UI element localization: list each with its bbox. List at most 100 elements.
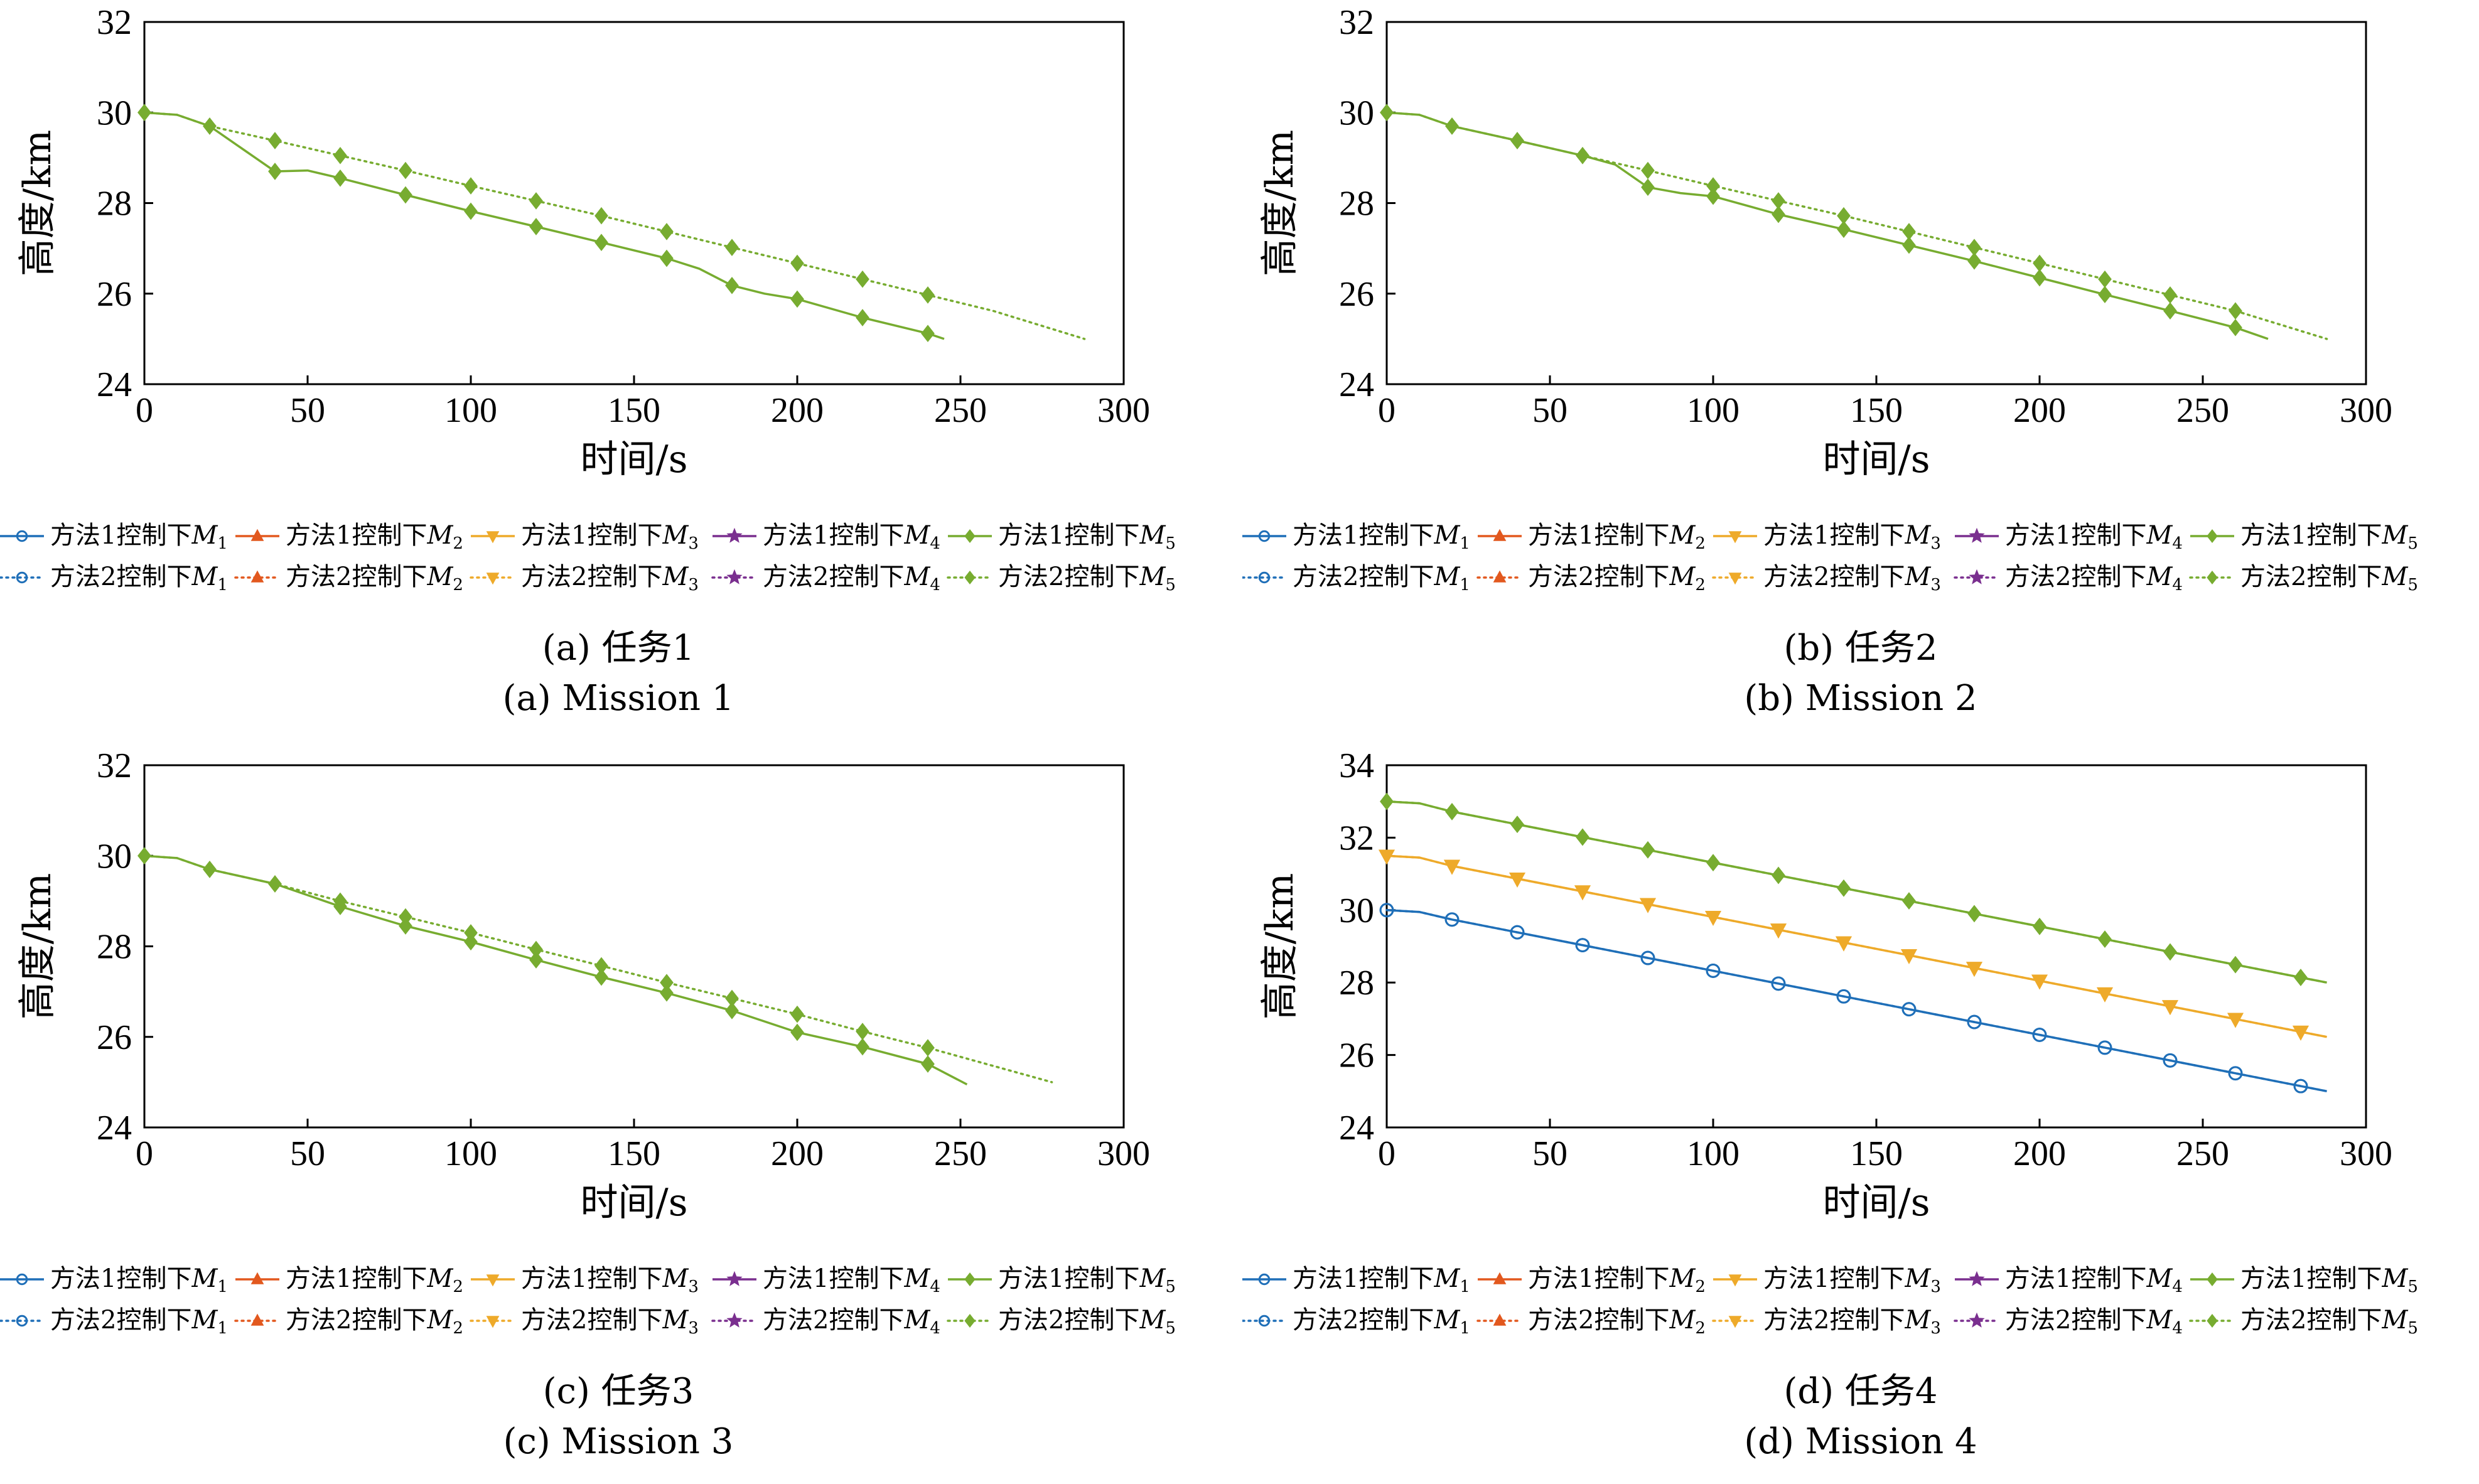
data-point-marker xyxy=(921,1055,935,1073)
legend-item: 方法2控制下M5 xyxy=(947,562,1176,594)
legend: 方法1控制下M1 方法1控制下M2 方法1控制下M3 方法1控制下M4 方法1控制下M5… xyxy=(1242,1264,2418,1338)
chart-mission-3: 0 50 100 150 200 250 300 24 26 28 30 32 时间/s 高度/km 方法1… xyxy=(0,746,1176,1338)
data-point-marker xyxy=(1445,803,1459,820)
data-point-marker xyxy=(856,1038,869,1056)
legend-item: 方法2控制下M1 xyxy=(0,1306,228,1338)
x-tick-label: 100 xyxy=(1687,1134,1740,1173)
data-point-marker xyxy=(464,177,478,195)
plot-area xyxy=(1385,764,2367,1129)
legend-label: 方法2控制下M4 xyxy=(763,1306,940,1338)
legend-label: 方法1控制下M2 xyxy=(286,521,463,553)
y-tick-label: 24 xyxy=(97,365,132,404)
data-point-marker xyxy=(1837,220,1851,239)
legend-marker xyxy=(250,1272,264,1284)
legend-label: 方法2控制下M1 xyxy=(50,1306,228,1338)
legend-item: 方法2控制下M2 xyxy=(234,1306,463,1338)
data-point-marker xyxy=(1836,936,1852,952)
legend-item: 方法2控制下M4 xyxy=(711,562,940,594)
legend-marker xyxy=(964,1313,976,1328)
legend-label: 方法1控制下M5 xyxy=(998,521,1176,553)
data-point-marker xyxy=(203,117,217,135)
chart-panel-mission-4: 0 50 100 150 200 250 300 24 26 28 30 32 34 时间/s 高度/km 方… xyxy=(1242,743,2479,1484)
legend-item: 方法1控制下M2 xyxy=(235,1264,463,1296)
legend-item: 方法2控制下M2 xyxy=(1476,562,1706,594)
y-tick-label: 32 xyxy=(97,746,132,785)
legend-label: 方法2控制下M1 xyxy=(50,562,228,594)
data-point-marker xyxy=(1445,117,1459,135)
data-point-marker xyxy=(790,290,804,308)
legend-label: 方法2控制下M2 xyxy=(286,1306,463,1338)
data-point-marker xyxy=(1575,938,1590,953)
data-point-marker xyxy=(2293,1078,2308,1094)
y-axis-label: 高度/km xyxy=(1258,130,1302,276)
data-point-marker xyxy=(2033,254,2046,272)
legend-label: 方法1控制下M3 xyxy=(1763,1264,1941,1296)
x-tick-label: 300 xyxy=(2340,391,2392,430)
legend-item: 方法1控制下M3 xyxy=(1713,521,1941,553)
data-point-marker xyxy=(1444,859,1460,875)
x-axis-label: 时间/s xyxy=(580,1181,687,1225)
legend-marker xyxy=(1969,527,1985,543)
y-tick-label: 26 xyxy=(1339,1036,1374,1075)
legend-item: 方法1控制下M1 xyxy=(0,1264,228,1296)
x-tick-label: 150 xyxy=(1850,1134,1903,1173)
y-tick-label: 30 xyxy=(97,837,132,876)
data-point-marker xyxy=(1901,1002,1917,1017)
data-point-marker xyxy=(1967,905,1981,923)
legend-marker xyxy=(964,570,976,585)
legend-marker xyxy=(1728,1274,1742,1287)
legend-label: 方法1控制下M2 xyxy=(1528,521,1706,553)
legend-label: 方法2控制下M2 xyxy=(1528,1306,1706,1338)
data-point-marker xyxy=(725,1002,739,1019)
legend-label: 方法2控制下M1 xyxy=(1293,562,1470,594)
legend-label: 方法1控制下M3 xyxy=(1763,521,1941,553)
legend-marker xyxy=(726,1271,743,1286)
data-point-marker xyxy=(594,207,608,225)
data-point-marker xyxy=(725,989,739,1008)
data-point-marker xyxy=(2031,974,2048,990)
data-point-marker xyxy=(1640,898,1656,913)
legend-marker xyxy=(1493,570,1507,583)
legend: 方法1控制下M1 方法1控制下M2 方法1控制下M3 方法1控制下M4 方法1控制下M5… xyxy=(0,1264,1176,1338)
series-4 xyxy=(1379,849,2328,1041)
data-point-marker xyxy=(333,146,347,164)
series-1 xyxy=(137,847,968,1086)
legend-marker xyxy=(16,1273,28,1286)
legend-label: 方法2控制下M3 xyxy=(521,562,699,594)
data-point-marker xyxy=(1836,989,1851,1004)
data-point-marker xyxy=(1901,949,1917,964)
legend-marker xyxy=(486,531,500,544)
legend-label: 方法1控制下M4 xyxy=(763,1264,940,1296)
x-tick-label: 200 xyxy=(2013,391,2066,430)
legend-label: 方法2控制下M5 xyxy=(2240,562,2418,594)
legend-label: 方法2控制下M4 xyxy=(2005,1306,2183,1338)
y-tick-label: 34 xyxy=(1339,746,1374,785)
legend-item: 方法1控制下M2 xyxy=(235,521,463,553)
series-2 xyxy=(137,104,1086,340)
data-point-marker xyxy=(2163,286,2177,304)
data-point-marker xyxy=(137,847,151,865)
legend-item: 方法1控制下M2 xyxy=(1478,521,1706,553)
legend-item: 方法2控制下M4 xyxy=(1954,562,2183,594)
series-2 xyxy=(137,847,1053,1083)
data-point-marker xyxy=(660,984,674,1002)
x-tick-label: 250 xyxy=(2176,391,2229,430)
caption-cn-mission-3: (c) 任务3 xyxy=(542,1371,694,1412)
data-point-marker xyxy=(2294,969,2308,986)
caption-en-mission-2: (b) Mission 2 xyxy=(1744,678,1977,719)
legend-label: 方法1控制下M5 xyxy=(998,1264,1176,1296)
data-point-marker xyxy=(1641,161,1655,180)
chart-mission-1: 0 50 100 150 200 250 300 24 26 28 30 32 时间/s 高度/km 方法1… xyxy=(0,3,1176,594)
data-point-marker xyxy=(1706,177,1720,195)
legend-label: 方法2控制下M4 xyxy=(2005,562,2183,594)
legend-marker xyxy=(250,529,264,541)
plot-area xyxy=(143,21,1125,385)
series-line xyxy=(144,854,968,1086)
x-tick-label: 250 xyxy=(2176,1134,2229,1173)
data-point-marker xyxy=(268,132,282,149)
legend-marker xyxy=(486,1274,500,1287)
y-tick-label: 32 xyxy=(97,3,132,42)
data-point-marker xyxy=(594,957,608,975)
caption-cn-mission-2: (b) 任务2 xyxy=(1783,628,1938,669)
legend-label: 方法1控制下M1 xyxy=(1293,1264,1470,1296)
